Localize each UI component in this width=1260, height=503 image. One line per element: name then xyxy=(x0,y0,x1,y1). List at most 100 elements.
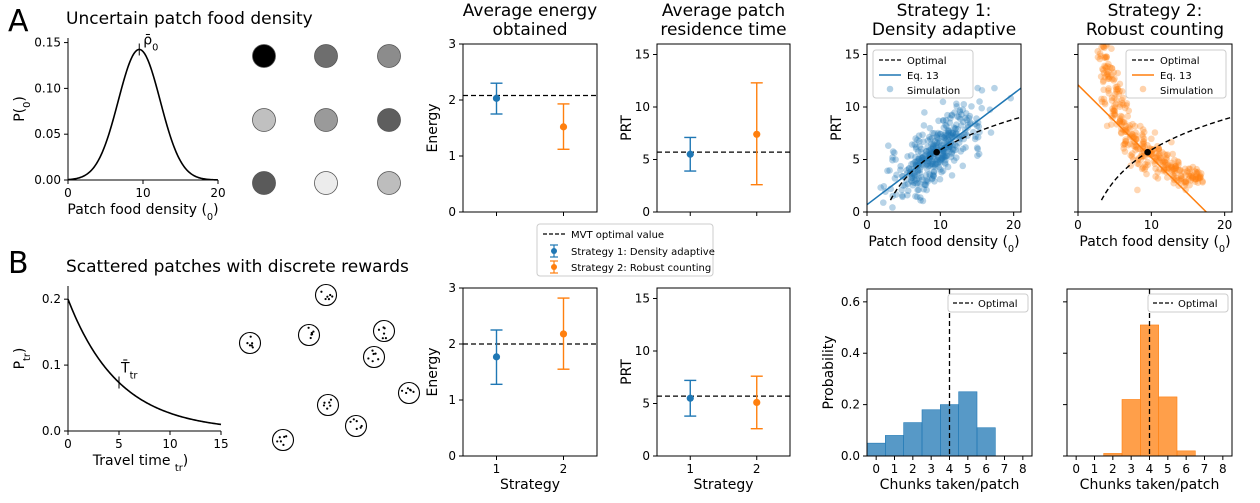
s1_scatter-sim-point xyxy=(929,158,936,166)
s1_scatter-sim-point xyxy=(918,154,926,162)
s1_scatter-sim-point xyxy=(908,174,915,182)
s1_scatter-sim-point xyxy=(911,169,918,177)
s1_scatter-sim-point xyxy=(902,176,910,184)
s2_scatter-sim-point xyxy=(1175,176,1183,184)
reward-chunk xyxy=(377,328,381,331)
energy_a-point xyxy=(559,123,568,131)
s1_scatter-sim-point xyxy=(930,168,938,176)
s2_scatter-sim-point xyxy=(1176,167,1184,174)
reward-chunk xyxy=(409,389,412,392)
s2_scatter-sim-point xyxy=(1177,172,1185,180)
s2_scatter-sim-point xyxy=(1197,170,1205,177)
s2_scatter-sim-point xyxy=(1139,140,1146,148)
s1_scatter-sim-point xyxy=(889,156,896,164)
s1_scatter-sim-point xyxy=(891,149,898,157)
s1_scatter-sim-point xyxy=(946,119,954,126)
s2_scatter-xtick-label: 10 xyxy=(1144,218,1159,232)
s1_scatter-ytick-label: 10 xyxy=(845,100,860,114)
s1_scatter-sim-point xyxy=(942,160,949,168)
s1_scatter-sim-point xyxy=(879,199,887,206)
s2_scatter-sim-point xyxy=(1169,166,1177,173)
s1_scatter-sim-point xyxy=(991,84,998,92)
s2_scatter-sim-point xyxy=(1108,75,1116,83)
hist_s2-xtick-label: 2 xyxy=(1109,462,1117,476)
s1_scatter-sim-point xyxy=(975,150,983,158)
s1_scatter-sim-point xyxy=(917,194,924,201)
s1_scatter-sim-point xyxy=(920,185,928,193)
s1_scatter-sim-point xyxy=(940,141,948,148)
energy_a-ytick-label: 0 xyxy=(448,205,456,219)
s1_scatter-sim-point xyxy=(929,160,937,168)
s1_scatter-sim-point xyxy=(938,155,946,162)
s2_scatter-xtick-label: 20 xyxy=(1217,218,1232,232)
s1_scatter-sim-point xyxy=(908,160,915,168)
s1_scatter-sim-point xyxy=(900,182,907,189)
s2_scatter-sim-point xyxy=(1102,44,1110,49)
s2_scatter-sim-point xyxy=(1182,180,1190,187)
s2_scatter-sim-point xyxy=(1144,158,1151,166)
s1_scatter-sim-point xyxy=(948,150,955,157)
s1_scatter-sim-point xyxy=(899,172,906,180)
prt_a-ytick-label: 0 xyxy=(642,205,650,219)
prt_a-ytick-label: 10 xyxy=(635,100,650,114)
s1_scatter-sim-point xyxy=(880,183,888,190)
s2_scatter-sim-point xyxy=(1186,169,1193,176)
s2_scatter-sim-point xyxy=(1114,85,1121,93)
scattered-patch xyxy=(314,283,338,307)
s2_scatter-sim-point xyxy=(1182,178,1190,186)
s1_scatter-sim-point xyxy=(886,167,893,174)
s2_scatter-sim-point xyxy=(1163,154,1170,162)
hist_s2-bar xyxy=(1121,399,1141,457)
legend-point-swatch xyxy=(551,248,557,254)
hist_s1-ytick-label: 0.0 xyxy=(841,449,860,463)
s1_scatter-sim-point xyxy=(959,106,967,113)
s2_scatter-sim-point xyxy=(1138,150,1146,158)
s1_scatter-sim-point xyxy=(943,122,950,130)
s1_scatter-sim-point xyxy=(936,175,944,183)
s1_scatter-sim-point xyxy=(918,173,925,181)
hist_s1-legend-label: Optimal xyxy=(978,299,1018,310)
s1_scatter-sim-point xyxy=(958,111,965,118)
reward-chunk xyxy=(359,426,362,429)
s2_scatter-sim-point xyxy=(1120,145,1127,152)
s1_scatter-sim-point xyxy=(949,129,956,137)
s2_scatter-sim-point xyxy=(1127,152,1135,159)
s2_scatter-sim-point xyxy=(1108,64,1116,72)
hist_s1-xtick-label: 0 xyxy=(872,462,880,476)
s1_scatter-sim-point xyxy=(937,130,944,138)
s2_scatter-sim-point xyxy=(1102,63,1109,71)
s2_scatter-sim-point xyxy=(1098,98,1106,106)
s1_scatter-sim-point xyxy=(929,171,937,179)
s1_scatter-sim-point xyxy=(942,149,950,156)
prt_a-title: residence time xyxy=(660,20,786,40)
s2_scatter-sim-point xyxy=(1114,69,1122,77)
s2_scatter-sim-point xyxy=(1155,146,1163,153)
s1_scatter-sim-point xyxy=(949,145,957,153)
s2_scatter-sim-point xyxy=(1164,165,1171,172)
s1_scatter-sim-point xyxy=(911,158,919,166)
reward-chunk xyxy=(279,440,282,443)
s2_scatter-sim-point xyxy=(1139,126,1147,133)
s2_scatter-sim-point xyxy=(1097,73,1105,80)
s1_scatter-sim-point xyxy=(940,153,948,161)
s1_scatter-sim-point xyxy=(943,152,950,160)
s2_scatter-sim-point xyxy=(1191,178,1199,185)
reward-chunk xyxy=(326,295,329,298)
s2_scatter-mean-point xyxy=(1144,148,1151,156)
s1_scatter-sim-point xyxy=(930,143,937,150)
s1_scatter-sim-point xyxy=(918,145,925,153)
density-ytick-label: 0.10 xyxy=(34,81,61,95)
prt_a-ylabel: PRT xyxy=(619,115,635,141)
s1_scatter-sim-point xyxy=(922,171,930,179)
scattered-patch xyxy=(316,393,340,417)
s1_scatter-sim-point xyxy=(909,160,917,167)
hist_s2-bar xyxy=(1176,450,1196,457)
s1_scatter-sim-point xyxy=(924,159,932,167)
s2_scatter-sim-point xyxy=(1117,112,1124,120)
s2_scatter-sim-point xyxy=(1139,164,1147,172)
hist_s1-xtick-label: 1 xyxy=(891,462,899,476)
travel-ytick-label: 0.1 xyxy=(42,358,61,372)
panel-letter-a: A xyxy=(8,4,29,39)
energy_a-point xyxy=(492,94,501,102)
